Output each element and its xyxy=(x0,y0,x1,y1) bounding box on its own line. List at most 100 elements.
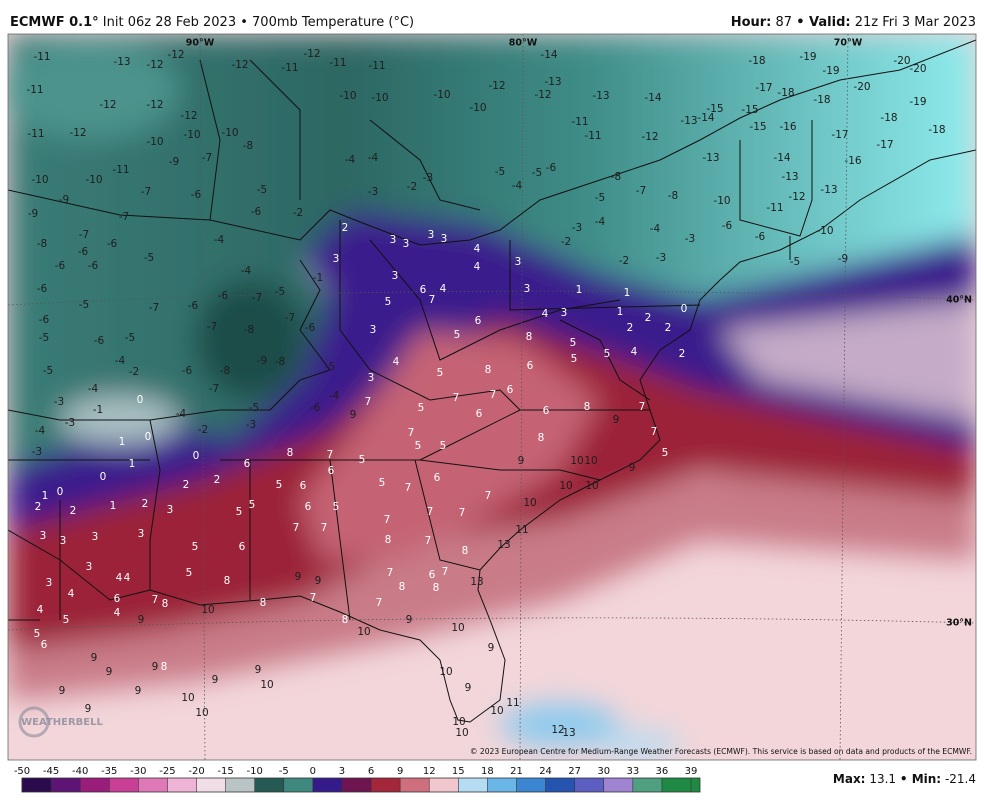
temperature-label: -11 xyxy=(584,130,601,142)
header-right: Hour: 87 • Valid: 21z Fri 3 Mar 2023 xyxy=(731,15,976,30)
temperature-label: -12 xyxy=(488,80,505,92)
colorbar-tick-label: 0 xyxy=(310,766,316,777)
max-label: Max: xyxy=(833,772,866,786)
temperature-label: 4 xyxy=(37,604,44,616)
temperature-label: 2 xyxy=(183,479,190,491)
temperature-label: 5 xyxy=(415,440,422,452)
colorbar-tick-label: 33 xyxy=(626,766,639,777)
temperature-label: 5 xyxy=(333,501,340,513)
temperature-label: -3 xyxy=(685,233,695,245)
temperature-label: 13 xyxy=(562,727,575,739)
valid-label: • Valid: xyxy=(796,15,850,30)
temperature-label: -8 xyxy=(668,190,678,202)
colorbar-segment xyxy=(371,778,401,792)
temperature-label: -11 xyxy=(571,116,588,128)
temperature-label: -4 xyxy=(368,152,379,164)
colorbar-segment xyxy=(283,778,314,792)
temperature-label: -8 xyxy=(243,140,253,152)
colorbar-segment xyxy=(312,778,343,792)
temperature-label: 5 xyxy=(379,477,386,489)
temperature-label: -9 xyxy=(59,194,69,206)
temperature-label: 0 xyxy=(193,450,200,462)
temperature-label: 8 xyxy=(385,534,392,546)
temperature-label: -7 xyxy=(141,186,151,198)
temperature-label: 5 xyxy=(186,567,193,579)
colorbar-tick-label: 12 xyxy=(423,766,436,777)
temperature-label: -1 xyxy=(313,272,323,284)
temperature-label: -5 xyxy=(495,166,505,178)
colorbar-segment xyxy=(458,778,488,792)
colorbar-tick-label: -20 xyxy=(188,766,204,777)
temperature-label: 9 xyxy=(106,666,113,678)
header-left: ECMWF 0.1° Init 06z 28 Feb 2023 • 700mb … xyxy=(10,15,414,30)
temperature-label: -2 xyxy=(129,366,139,378)
temperature-label: -14 xyxy=(540,49,557,61)
temperature-label: 2 xyxy=(645,312,652,324)
temperature-label: 1 xyxy=(129,458,136,470)
temperature-label: -10 xyxy=(433,89,450,101)
temperature-label: 10 xyxy=(195,707,208,719)
temperature-label: 9 xyxy=(350,409,357,421)
temperature-label: -12 xyxy=(146,99,163,111)
temperature-label: 3 xyxy=(167,504,174,516)
colorbar-segment xyxy=(429,778,459,792)
temperature-label: -3 xyxy=(65,417,75,429)
colorbar-segment xyxy=(51,778,81,792)
longitude-label: 80°W xyxy=(509,38,538,49)
temperature-label: -15 xyxy=(749,121,766,133)
temperature-label: 6 xyxy=(239,541,246,553)
temperature-label: -12 xyxy=(146,59,163,71)
colorbar-segment xyxy=(632,778,663,792)
temperature-label: -6 xyxy=(55,260,66,272)
temperature-label: 7 xyxy=(453,392,460,404)
temperature-label: 7 xyxy=(384,514,391,526)
temperature-label: 9 xyxy=(613,414,620,426)
temperature-label: 6 xyxy=(434,472,441,484)
temperature-label: 3 xyxy=(60,535,67,547)
temperature-label: 8 xyxy=(485,364,492,376)
temperature-label: -4 xyxy=(329,390,340,402)
temperature-label: 7 xyxy=(408,427,415,439)
colorbar-segment xyxy=(574,778,605,792)
colorbar-tick-label: 6 xyxy=(368,766,374,777)
temperature-label: 8 xyxy=(538,432,545,444)
temperature-label: -11 xyxy=(329,57,346,69)
temperature-label: -10 xyxy=(713,195,730,207)
temperature-label: -10 xyxy=(31,174,48,186)
temperature-label: 3 xyxy=(515,256,522,268)
temperature-label: -2 xyxy=(619,255,629,267)
temperature-label: 5 xyxy=(359,454,366,466)
temperature-label: 5 xyxy=(571,353,578,365)
temperature-label: 6 xyxy=(429,569,436,581)
temperature-label: -4 xyxy=(214,234,225,246)
temperature-label: -5 xyxy=(532,167,542,179)
temperature-label: -19 xyxy=(822,65,839,77)
colorbar-tick-label: -35 xyxy=(101,766,117,777)
temperature-label: -11 xyxy=(368,60,385,72)
temperature-label: 2 xyxy=(679,348,686,360)
temperature-label: 3 xyxy=(428,229,435,241)
temperature-label: 1 xyxy=(110,500,117,512)
temperature-label: 9 xyxy=(212,674,219,686)
colorbar-tick-label: -5 xyxy=(279,766,289,777)
temperature-label: 9 xyxy=(518,455,525,467)
temperature-label: -12 xyxy=(180,110,197,122)
temperature-label: -17 xyxy=(831,129,848,141)
temperature-label: -18 xyxy=(748,55,765,67)
temperature-label: 7 xyxy=(429,294,436,306)
temperature-label: -18 xyxy=(777,87,794,99)
temperature-label: -8 xyxy=(611,171,621,183)
temperature-label: -20 xyxy=(853,81,870,93)
graticule xyxy=(8,34,976,760)
temperature-label: -10 xyxy=(183,129,200,141)
temperature-label: -15 xyxy=(741,104,758,116)
temperature-label: 11 xyxy=(506,697,519,709)
temperature-label: -5 xyxy=(257,184,267,196)
colorbar-segment xyxy=(22,778,52,792)
temperature-label: 8 xyxy=(399,581,406,593)
temperature-label: 4 xyxy=(474,243,481,255)
temperature-label: 4 xyxy=(542,308,549,320)
temperature-label: 9 xyxy=(138,614,145,626)
temperature-label: 1 xyxy=(119,436,126,448)
temperature-label: -1 xyxy=(93,404,103,416)
